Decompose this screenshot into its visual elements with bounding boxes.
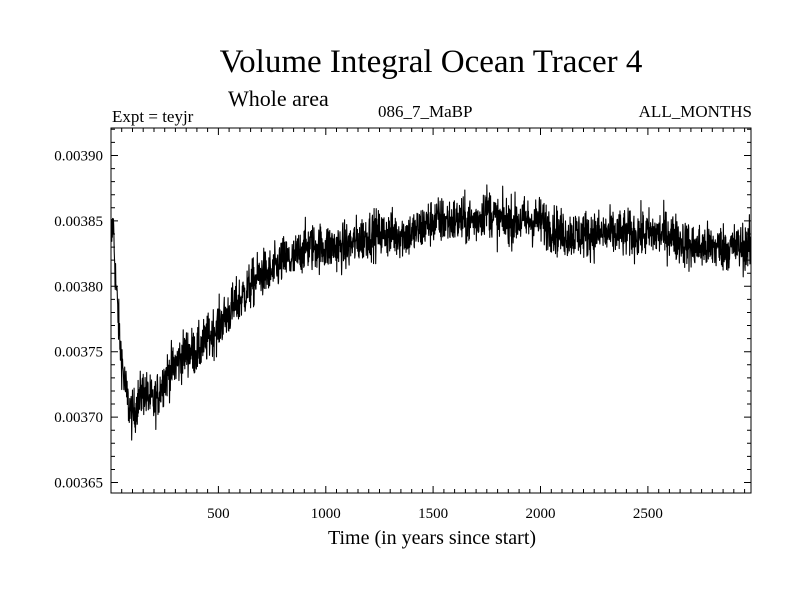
y-tick-label: 0.00370: [54, 410, 103, 426]
x-tick-label: 1000: [311, 506, 341, 522]
plot-frame: [110, 127, 752, 494]
minor-ticks: [111, 128, 751, 493]
experiment-label: Expt = teyjr: [112, 107, 194, 126]
y-tick-label: 0.00385: [54, 214, 103, 230]
chart-title: Volume Integral Ocean Tracer 4: [219, 44, 643, 80]
y-tick-label: 0.00380: [54, 279, 103, 295]
x-axis-label: Time (in years since start): [327, 527, 537, 549]
y-tick-label: 0.00365: [54, 476, 103, 492]
chart-subtitle: Whole area: [228, 86, 329, 111]
y-tick-label: 0.00375: [54, 345, 103, 361]
y-tick-label: 0.00390: [54, 148, 103, 164]
series-line: [110, 184, 752, 441]
x-tick-label: 500: [207, 506, 230, 522]
x-tick-label: 1500: [418, 506, 448, 522]
period-label: ALL_MONTHS: [638, 102, 752, 121]
x-tick-label: 2000: [526, 506, 556, 522]
x-tick-label: 2500: [633, 506, 663, 522]
run-label: 086_7_MaBP: [378, 102, 473, 121]
